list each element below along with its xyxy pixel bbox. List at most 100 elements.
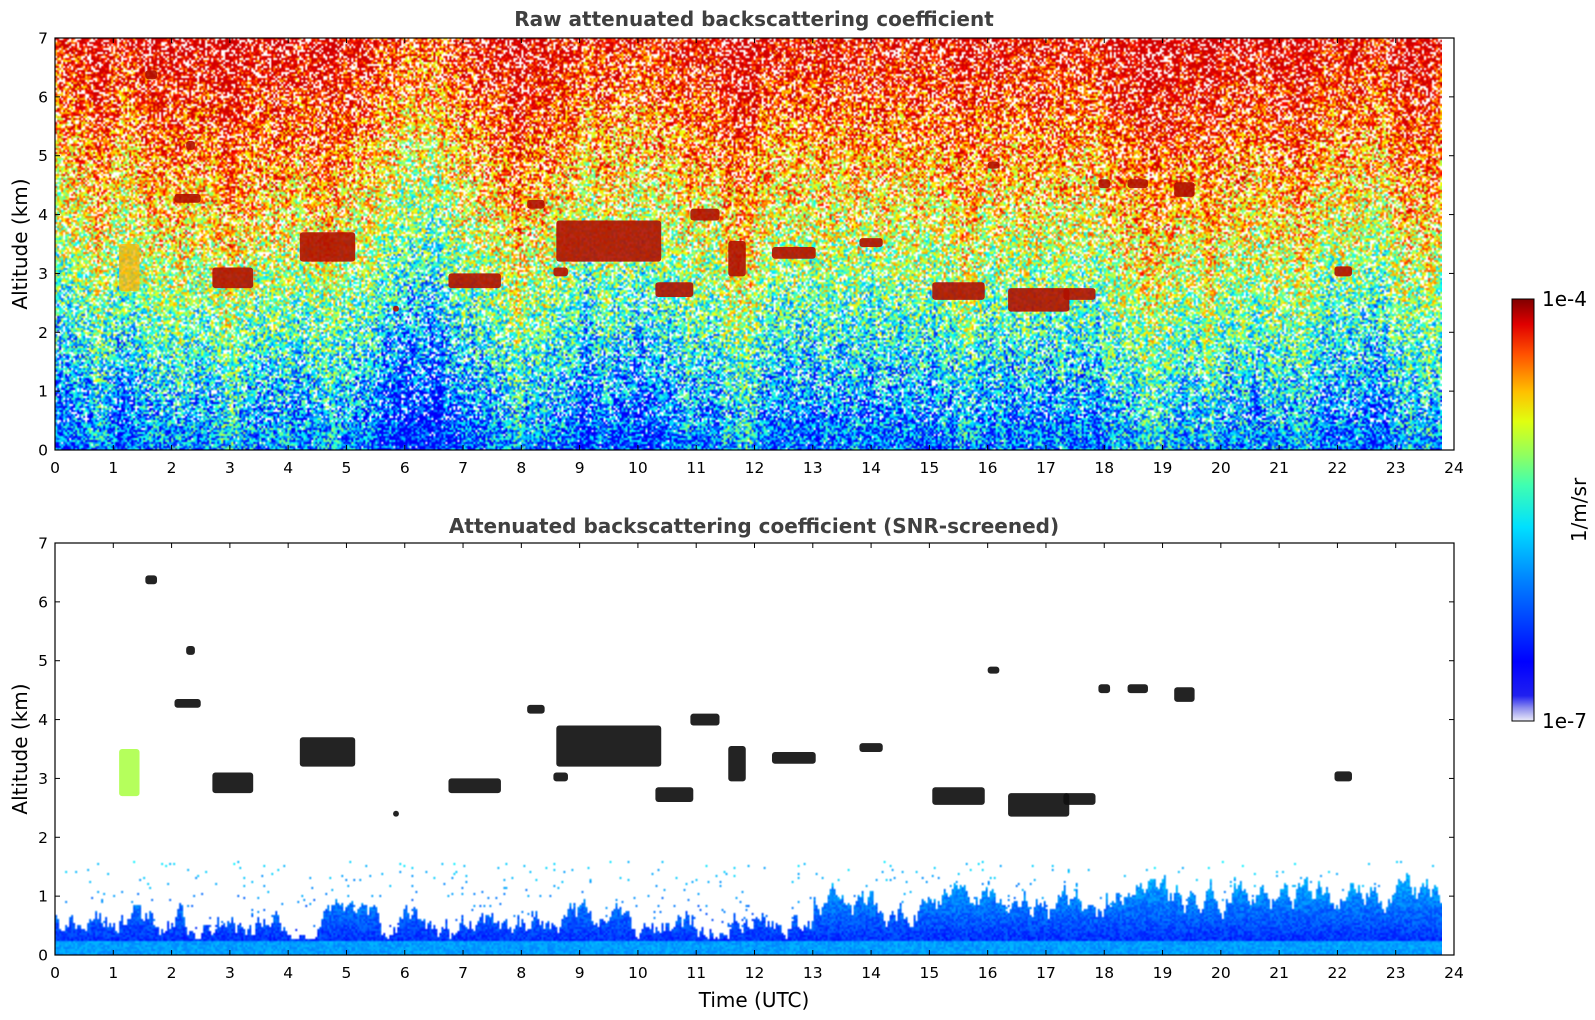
cloud-feature bbox=[1008, 288, 1070, 312]
x-tick-label: 21 bbox=[1269, 459, 1289, 477]
screened-cloud-feature bbox=[1127, 684, 1148, 694]
cloud-feature bbox=[119, 244, 140, 292]
y-tick-label: 6 bbox=[38, 593, 48, 611]
cloud-feature bbox=[1127, 179, 1148, 189]
cloud-feature bbox=[556, 220, 662, 262]
colorbar-gradient bbox=[1511, 298, 1535, 722]
y-tick-label: 3 bbox=[38, 770, 48, 788]
x-tick-label: 20 bbox=[1211, 964, 1231, 982]
cloud-feature bbox=[655, 282, 694, 297]
screened-cloud-feature bbox=[145, 575, 158, 585]
x-tick-label: 1 bbox=[108, 964, 118, 982]
x-tick-label: 13 bbox=[803, 964, 823, 982]
snr-screened-panel: Attenuated backscattering coefficient (S… bbox=[8, 514, 1464, 1012]
y-tick-label: 3 bbox=[38, 265, 48, 283]
x-tick-label: 5 bbox=[342, 964, 352, 982]
x-tick-label: 17 bbox=[1036, 459, 1056, 477]
screened-cloud-feature bbox=[119, 749, 140, 797]
x-tick-label: 18 bbox=[1094, 459, 1114, 477]
screened-cloud-feature bbox=[1008, 793, 1070, 817]
screened-cloud-feature bbox=[212, 772, 254, 794]
x-tick-label: 0 bbox=[50, 459, 60, 477]
cloud-feature bbox=[1174, 182, 1195, 197]
screened-cloud-feature bbox=[556, 725, 662, 767]
screened-cloud-feature bbox=[1174, 687, 1195, 702]
y-tick-label: 5 bbox=[38, 652, 48, 670]
snr-x-axis-label: Time (UTC) bbox=[698, 988, 810, 1012]
x-tick-label: 23 bbox=[1386, 459, 1406, 477]
screened-cloud-feature bbox=[728, 746, 746, 782]
snr-backscatter-field bbox=[55, 543, 1442, 955]
screened-cloud-feature bbox=[1334, 771, 1352, 782]
x-tick-label: 12 bbox=[745, 459, 765, 477]
x-tick-label: 10 bbox=[628, 459, 648, 477]
y-tick-label: 7 bbox=[38, 30, 48, 48]
screened-cloud-feature bbox=[655, 787, 694, 802]
x-tick-label: 4 bbox=[283, 964, 293, 982]
x-tick-label: 2 bbox=[167, 964, 177, 982]
colorbar-unit-label: 1/m/sr bbox=[1567, 477, 1591, 542]
cloud-feature bbox=[174, 193, 201, 203]
x-tick-label: 16 bbox=[978, 964, 998, 982]
x-tick-label: 5 bbox=[342, 459, 352, 477]
cloud-feature bbox=[553, 267, 568, 277]
snr-heatmap bbox=[55, 543, 1442, 955]
cloud-feature bbox=[987, 161, 1000, 169]
colorbar: 1e-4 1e-7 1/m/sr bbox=[1511, 287, 1591, 733]
y-tick-label: 7 bbox=[38, 535, 48, 553]
raw-y-axis: 0 1 2 3 4 5 6 7 bbox=[38, 30, 1454, 460]
screened-cloud-feature bbox=[771, 751, 816, 764]
raw-backscatter-field bbox=[55, 38, 1442, 450]
cloud-feature bbox=[145, 70, 158, 80]
x-tick-label: 3 bbox=[225, 964, 235, 982]
cloud-feature bbox=[299, 232, 356, 262]
cloud-feature bbox=[1098, 179, 1111, 189]
x-tick-label: 13 bbox=[803, 459, 823, 477]
raw-heatmap bbox=[55, 38, 1442, 450]
screened-cloud-feature bbox=[1063, 793, 1096, 805]
screened-cloud-feature bbox=[448, 778, 501, 794]
x-tick-label: 15 bbox=[920, 964, 940, 982]
x-tick-label: 0 bbox=[50, 964, 60, 982]
x-tick-label: 7 bbox=[458, 964, 468, 982]
screened-cloud-feature bbox=[690, 713, 720, 726]
x-tick-label: 21 bbox=[1269, 964, 1289, 982]
screened-cloud-feature bbox=[527, 704, 545, 714]
raw-y-axis-label: Altitude (km) bbox=[8, 178, 32, 309]
snr-x-axis: 0 1 2 3 4 5 6 7 8 9 10 11 12 13 14 15 16 17 18 19 20 21 22 23 24 bbox=[50, 543, 1464, 982]
cloud-feature bbox=[859, 238, 883, 247]
y-tick-label: 4 bbox=[38, 711, 48, 729]
x-tick-label: 9 bbox=[575, 459, 585, 477]
cloud-feature bbox=[212, 267, 254, 289]
y-tick-label: 0 bbox=[38, 947, 48, 965]
raw-x-axis: 0 1 2 3 4 5 6 7 8 9 10 11 12 13 14 15 16 17 18 19 20 21 22 23 24 bbox=[50, 38, 1464, 477]
colorbar-max-label: 1e-4 bbox=[1542, 287, 1587, 311]
screened-cloud-feature bbox=[1098, 684, 1111, 694]
x-tick-label: 10 bbox=[628, 964, 648, 982]
x-tick-label: 23 bbox=[1386, 964, 1406, 982]
screened-cloud-feature bbox=[859, 743, 883, 752]
x-tick-label: 7 bbox=[458, 459, 468, 477]
raw-backscatter-panel: Raw attenuated backscattering coefficien… bbox=[8, 7, 1464, 477]
snr-y-axis-label: Altitude (km) bbox=[8, 683, 32, 814]
x-tick-label: 24 bbox=[1444, 964, 1464, 982]
x-tick-label: 8 bbox=[516, 964, 526, 982]
y-tick-label: 4 bbox=[38, 206, 48, 224]
y-tick-label: 1 bbox=[38, 888, 48, 906]
x-tick-label: 15 bbox=[920, 459, 940, 477]
y-tick-label: 6 bbox=[38, 88, 48, 106]
x-tick-label: 8 bbox=[516, 459, 526, 477]
cloud-feature bbox=[690, 208, 720, 221]
cloud-feature bbox=[527, 199, 545, 209]
raw-panel-title: Raw attenuated backscattering coefficien… bbox=[514, 7, 994, 31]
x-tick-label: 6 bbox=[400, 459, 410, 477]
y-tick-label: 2 bbox=[38, 324, 48, 342]
x-tick-label: 9 bbox=[575, 964, 585, 982]
colorbar-min-label: 1e-7 bbox=[1542, 709, 1587, 733]
screened-cloud-feature bbox=[393, 810, 399, 817]
x-tick-label: 24 bbox=[1444, 459, 1464, 477]
x-tick-label: 19 bbox=[1153, 459, 1173, 477]
x-tick-label: 3 bbox=[225, 459, 235, 477]
x-tick-label: 20 bbox=[1211, 459, 1231, 477]
